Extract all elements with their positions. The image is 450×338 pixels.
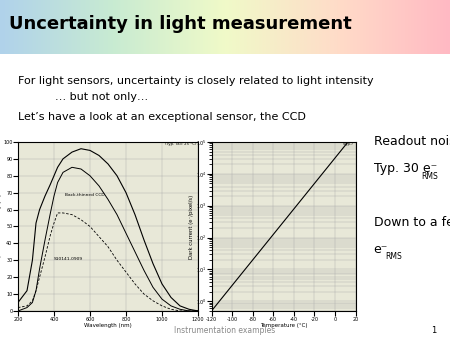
X-axis label: Temperature (°C): Temperature (°C) xyxy=(260,323,307,328)
Text: (Typ. Ta= 25 °C): (Typ. Ta= 25 °C) xyxy=(165,142,196,146)
Text: Down to a few: Down to a few xyxy=(374,216,450,229)
Text: RMS: RMS xyxy=(421,172,437,182)
Text: (Typ.): (Typ.) xyxy=(343,142,353,146)
Text: RMS: RMS xyxy=(385,252,401,261)
X-axis label: Wavelength (nm): Wavelength (nm) xyxy=(84,323,132,328)
Text: Typ. 30 e⁻: Typ. 30 e⁻ xyxy=(374,162,437,175)
Text: Let’s have a look at an exceptional sensor, the CCD: Let’s have a look at an exceptional sens… xyxy=(18,112,306,122)
Y-axis label: Dark current (e⁻/pixel/s): Dark current (e⁻/pixel/s) xyxy=(189,194,194,259)
Text: For light sensors, uncertainty is closely related to light intensity: For light sensors, uncertainty is closel… xyxy=(18,76,373,86)
Text: Readout noise: Readout noise xyxy=(374,135,450,148)
Text: … but not only…: … but not only… xyxy=(55,92,148,102)
Text: Uncertainty in light measurement: Uncertainty in light measurement xyxy=(9,15,352,33)
Text: Back-thinned CCD: Back-thinned CCD xyxy=(65,193,104,197)
Text: e⁻: e⁻ xyxy=(374,243,388,256)
Text: 1: 1 xyxy=(431,325,436,335)
Text: S10141-0909: S10141-0909 xyxy=(54,257,83,261)
Y-axis label: Quantum efficiency (%): Quantum efficiency (%) xyxy=(0,194,2,259)
Text: Instrumentation examples: Instrumentation examples xyxy=(175,325,275,335)
